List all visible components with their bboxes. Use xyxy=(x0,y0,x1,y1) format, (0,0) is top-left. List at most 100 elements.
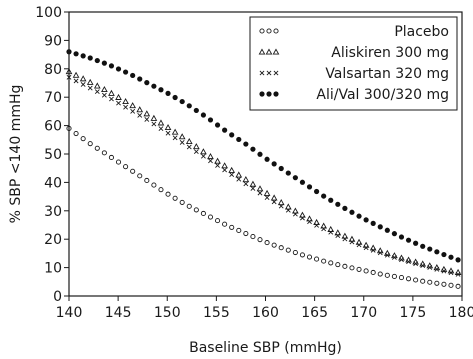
data-point xyxy=(420,243,426,249)
data-point xyxy=(356,213,362,219)
data-point xyxy=(94,145,100,151)
data-point xyxy=(441,251,447,258)
data-point xyxy=(306,215,313,222)
data-point xyxy=(270,194,278,201)
data-point xyxy=(115,93,122,100)
data-point xyxy=(73,51,79,57)
data-point xyxy=(321,193,327,199)
data-point xyxy=(222,127,228,133)
series-3 xyxy=(66,74,461,277)
legend-marker xyxy=(259,28,265,34)
data-point xyxy=(299,211,306,218)
legend-marker xyxy=(266,28,272,34)
data-point xyxy=(172,135,178,141)
data-point xyxy=(257,237,263,243)
data-point xyxy=(123,104,129,110)
data-point xyxy=(328,229,334,235)
data-point xyxy=(144,177,150,184)
data-point xyxy=(137,112,143,118)
data-point xyxy=(427,279,433,285)
x-tick-label: 150 xyxy=(154,305,181,321)
data-point xyxy=(93,82,101,89)
legend-label: Aliskiren 300 mg xyxy=(331,45,449,61)
data-point xyxy=(157,119,165,126)
data-point xyxy=(192,143,200,150)
data-point xyxy=(158,126,164,132)
data-point xyxy=(370,247,376,253)
y-axis-label: % SBP <140 mmHg xyxy=(8,85,24,224)
data-point xyxy=(207,214,214,220)
data-point xyxy=(179,199,185,205)
data-point xyxy=(327,225,335,232)
data-point xyxy=(207,153,214,160)
data-point xyxy=(349,209,355,215)
legend-label: Ali/Val 300/320 mg xyxy=(316,87,449,103)
y-tick-label: 50 xyxy=(44,147,62,163)
data-point xyxy=(391,255,397,260)
y-tick-label: 20 xyxy=(44,232,62,248)
data-point xyxy=(369,244,377,251)
data-point xyxy=(348,235,356,242)
data-point xyxy=(306,184,313,190)
data-point xyxy=(256,185,264,192)
data-point xyxy=(193,107,199,114)
x-tick-label: 145 xyxy=(105,305,132,321)
x-tick-label: 160 xyxy=(252,305,279,321)
data-point xyxy=(165,130,171,136)
data-point xyxy=(391,273,397,279)
data-point xyxy=(122,97,129,105)
data-point xyxy=(370,269,376,276)
legend: Placebo Aliskiren 300 mg Valsartan 320 mg A… xyxy=(249,16,458,111)
data-point xyxy=(80,82,86,87)
data-point xyxy=(328,260,334,266)
data-point xyxy=(377,224,383,230)
data-point xyxy=(384,252,390,258)
data-point xyxy=(144,117,150,122)
data-point xyxy=(448,270,454,276)
data-point xyxy=(335,262,341,268)
data-point xyxy=(87,141,93,147)
data-point xyxy=(427,246,433,252)
data-point xyxy=(122,69,129,75)
data-point xyxy=(186,144,192,150)
data-point xyxy=(441,268,447,274)
data-point xyxy=(137,173,143,179)
data-point xyxy=(214,122,221,128)
x-tick-label: 180 xyxy=(449,305,473,321)
legend-marker xyxy=(266,70,272,76)
data-point xyxy=(130,108,136,114)
data-point xyxy=(313,188,320,195)
data-point xyxy=(236,136,242,143)
data-point xyxy=(285,170,291,176)
data-point xyxy=(285,247,291,253)
x-tick-label: 165 xyxy=(301,305,328,321)
legend-marker xyxy=(272,48,280,55)
data-point xyxy=(321,258,327,264)
legend-label: Placebo xyxy=(394,24,449,40)
data-point xyxy=(109,96,114,102)
data-point xyxy=(427,265,433,270)
data-point xyxy=(271,161,277,167)
data-point xyxy=(285,207,291,213)
data-point xyxy=(264,156,270,162)
series-4 xyxy=(66,49,461,263)
data-point xyxy=(406,259,411,265)
data-point xyxy=(413,277,419,283)
x-tick-label: 170 xyxy=(350,305,377,321)
data-point xyxy=(73,131,79,137)
data-point xyxy=(434,266,440,272)
data-point xyxy=(80,53,86,59)
data-point xyxy=(236,176,242,182)
data-point xyxy=(278,165,284,172)
data-point xyxy=(130,168,136,174)
data-point xyxy=(342,263,348,269)
data-point xyxy=(313,218,320,225)
legend-marker xyxy=(259,91,265,97)
data-point xyxy=(243,181,249,187)
data-point xyxy=(335,201,341,207)
data-point xyxy=(101,86,108,93)
legend-marker xyxy=(273,70,279,76)
data-point xyxy=(186,103,192,109)
data-point xyxy=(193,149,199,155)
